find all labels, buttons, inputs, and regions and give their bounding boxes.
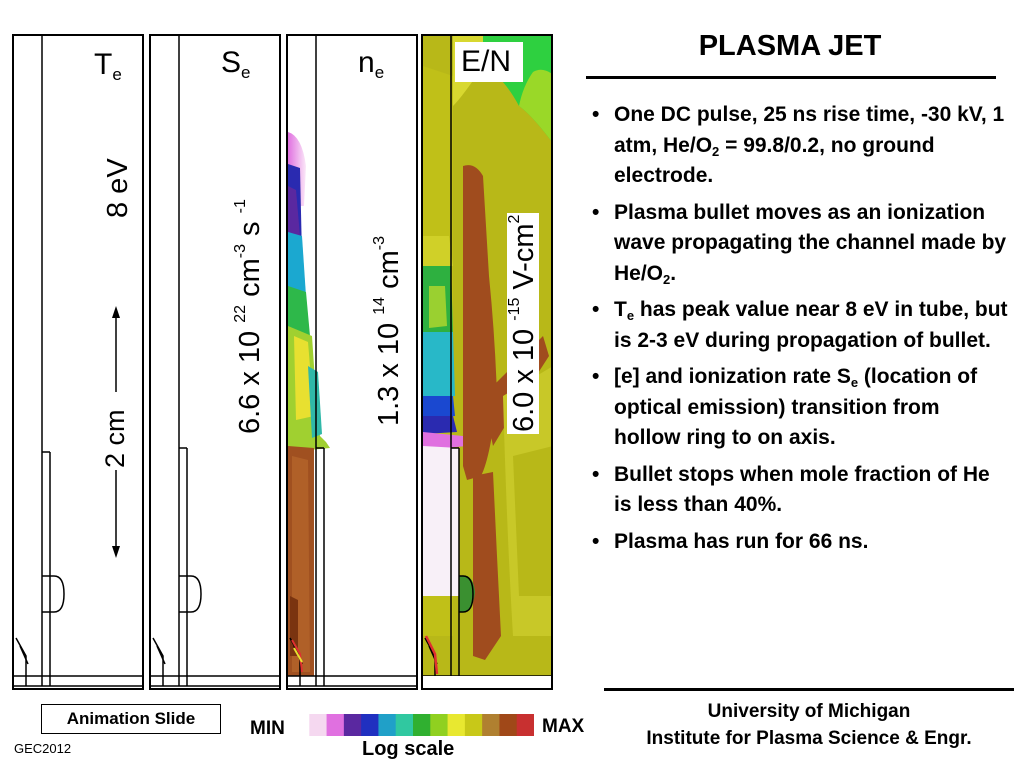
en-label: E/N — [461, 45, 512, 78]
bullet-item: [e] and ionization rate Se (location of … — [590, 362, 1010, 454]
footer-rule — [604, 688, 1014, 691]
en-scale: 6.0 x 10 -15 V-cm2 — [506, 212, 540, 434]
animation-slide-label: Animation Slide — [41, 704, 221, 734]
colorbar-swatch — [292, 714, 310, 736]
colorbar-swatch — [343, 714, 362, 736]
colorbar-scale-label: Log scale — [362, 738, 455, 760]
title-rule — [586, 76, 996, 79]
en-panel: E/N 6.0 x 10 -15 V-cm2 — [421, 34, 553, 690]
page-title: PLASMA JET — [698, 30, 882, 62]
institute-name: Institute for Plasma Science & Engr. — [646, 728, 972, 749]
bullet-list: One DC pulse, 25 ns rise time, -30 kV, 1… — [590, 100, 1010, 563]
se-scale: 6.6 x 10 22 cm-3 s -1 — [232, 199, 266, 434]
colorbar-swatch — [499, 714, 518, 736]
length-scale-bar — [112, 306, 120, 558]
bullet-item: One DC pulse, 25 ns rise time, -30 kV, 1… — [590, 100, 1010, 192]
se-panel: Se 6.6 x 10 22 cm-3 s -1 — [149, 34, 281, 690]
affiliation: University of Michigan Institute for Pla… — [604, 698, 1014, 752]
university-name: University of Michigan — [707, 701, 911, 722]
colorbar-swatch — [516, 714, 534, 736]
en-field-map — [423, 36, 551, 688]
se-label: Se — [221, 46, 251, 82]
colorbar-swatch — [482, 714, 500, 736]
colorbar-swatch — [464, 714, 483, 736]
colorbar-swatch — [395, 714, 414, 736]
colorbar-swatch — [430, 714, 449, 736]
te-panel: Te 8 eV 2 cm — [12, 34, 144, 690]
length-scale-label: 2 cm — [100, 409, 130, 468]
te-geometry — [14, 36, 142, 687]
colorbar-swatch — [447, 714, 466, 736]
colorbar-swatch — [413, 714, 431, 736]
colorbar-swatch — [361, 714, 379, 736]
bullet-item: Te has peak value near 8 eV in tube, but… — [590, 295, 1010, 356]
se-geometry — [151, 36, 279, 687]
ne-label: ne — [358, 46, 385, 82]
ne-scale: 1.3 x 10 14 cm-3 — [371, 236, 405, 426]
conference-tag: GEC2012 — [14, 741, 72, 756]
colorbar-swatch — [378, 714, 397, 736]
ne-panel: ne 1.3 x 10 14 cm-3 — [286, 34, 418, 690]
colorbar-swatch — [326, 714, 345, 736]
colorbar-min-label: MIN — [250, 718, 285, 739]
bullet-item: Plasma has run for 66 ns. — [590, 527, 1010, 558]
colorbar — [292, 714, 534, 736]
bullet-item: Plasma bullet moves as an ionization wav… — [590, 198, 1010, 290]
colorbar-swatch — [309, 714, 328, 736]
bullet-item: Bullet stops when mole fraction of He is… — [590, 460, 1010, 521]
ne-density-map — [288, 36, 416, 687]
colorbar-max-label: MAX — [542, 716, 585, 737]
te-label: Te — [94, 48, 122, 84]
